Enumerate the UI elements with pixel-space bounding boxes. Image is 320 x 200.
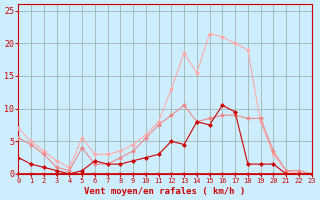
X-axis label: Vent moyen/en rafales ( km/h ): Vent moyen/en rafales ( km/h ) (84, 187, 245, 196)
